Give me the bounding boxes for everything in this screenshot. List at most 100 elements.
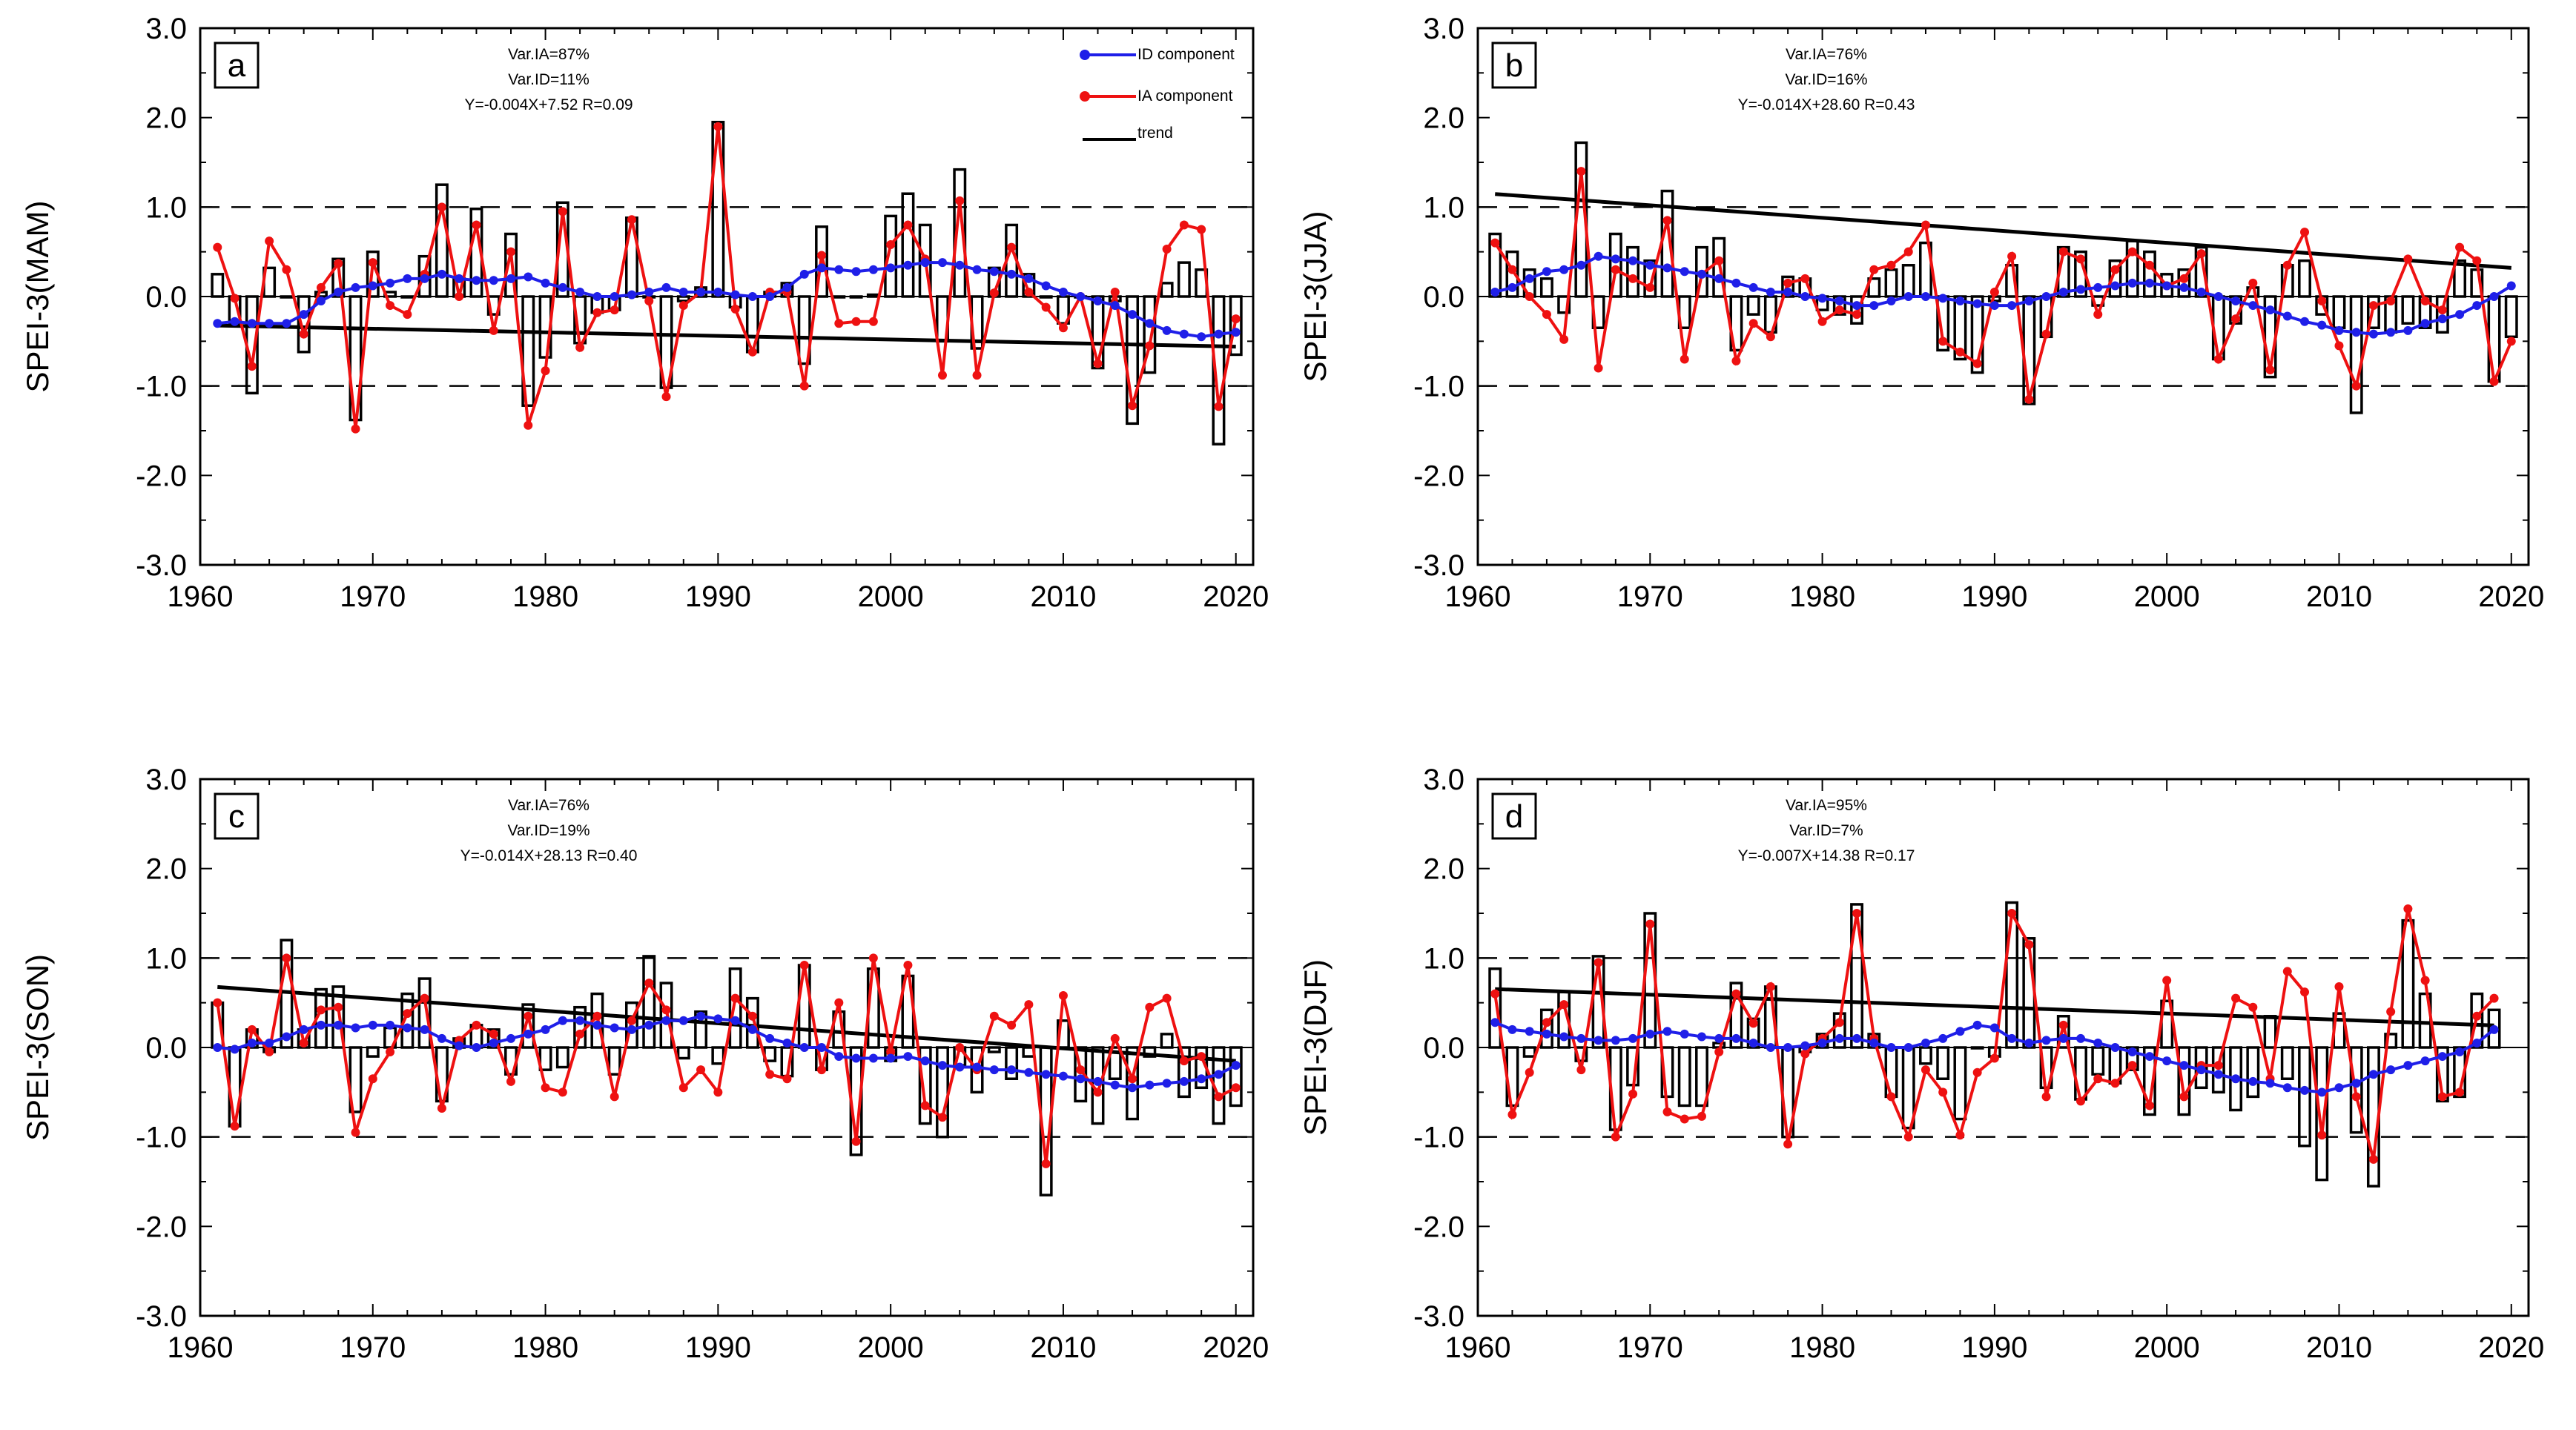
id-component-point: [1576, 260, 1586, 270]
id-component-point: [1731, 1033, 1741, 1043]
id-component-point: [1525, 1027, 1534, 1036]
id-component-point: [2300, 317, 2310, 326]
ia-component-point: [1938, 337, 1948, 346]
id-component-point: [2437, 314, 2447, 324]
spei-bar: [901, 192, 915, 298]
spei-bar: [211, 273, 225, 298]
id-component-point: [1542, 267, 1551, 277]
ia-component-point: [1834, 1018, 1844, 1027]
id-component-point: [1611, 254, 1620, 264]
y-tick-label: 0.0: [145, 1032, 187, 1065]
ia-component-point: [2300, 228, 2310, 237]
ia-component-point: [265, 1047, 274, 1057]
id-component-point: [1007, 269, 1017, 279]
y-tick-label: 0.0: [1423, 281, 1464, 314]
ia-component-point: [2472, 256, 2482, 265]
id-component-point: [1559, 265, 1569, 274]
id-component-point: [1231, 328, 1241, 337]
id-component-series: [213, 1011, 1241, 1093]
ia-component-point: [1490, 989, 1500, 999]
ia-component-point: [524, 1011, 533, 1021]
panel-letter-box: a: [214, 42, 260, 89]
id-component-point: [1972, 299, 1982, 308]
id-component-point: [644, 287, 654, 297]
ia-component-point: [817, 251, 827, 260]
id-component-point: [247, 1038, 257, 1047]
x-tick-label: 1990: [685, 1331, 751, 1364]
ia-component-point: [678, 301, 688, 311]
spei-bar: [2142, 250, 2156, 298]
id-component-point: [1645, 1029, 1655, 1039]
id-component-point: [765, 292, 775, 301]
id-component-point: [1231, 1061, 1241, 1070]
spei-bar: [2280, 1046, 2294, 1080]
ia-component-point: [1714, 256, 1724, 265]
id-component-point: [1783, 1043, 1793, 1052]
id-component-point: [1662, 263, 1672, 273]
panel-c: SPEI-3(SON) 3.0 2.0 1.0 0.0 -1.0 -2.0 -3…: [20, 764, 1269, 1364]
ia-component-point: [2386, 297, 2396, 306]
x-tick-label: 1980: [1789, 1331, 1855, 1364]
ia-component-point: [1645, 919, 1655, 929]
ia-component-point: [1921, 1065, 1930, 1075]
ia-component-point: [2196, 249, 2206, 259]
ia-component-point: [592, 1011, 602, 1021]
x-tick-label: 1970: [340, 580, 406, 613]
id-component-point: [2386, 328, 2396, 337]
ia-component-point: [1214, 402, 1223, 411]
y-tick-label: 3.0: [145, 13, 187, 45]
y-tick-label: 0.0: [145, 281, 187, 314]
ia-component-point: [2248, 1002, 2258, 1012]
ia-component-point: [2110, 1079, 2120, 1088]
id-component-point: [2093, 1038, 2103, 1047]
spei-bar: [2332, 295, 2346, 329]
id-component-point: [1766, 1043, 1775, 1052]
id-component-point: [351, 1023, 360, 1033]
id-component-point: [1680, 267, 1689, 277]
id-component-point: [2127, 278, 2137, 288]
spei-bar: [1522, 1046, 1536, 1058]
id-component-point: [2248, 1076, 2258, 1086]
ia-component-point: [2506, 337, 2516, 346]
ia-component-point: [472, 1020, 481, 1030]
ia-component-point: [1058, 323, 1068, 333]
id-component-point: [437, 1033, 446, 1043]
id-component-point: [420, 274, 429, 283]
id-component-point: [299, 1024, 308, 1034]
ia-component-point: [1179, 220, 1189, 230]
spei-bar: [711, 1046, 725, 1065]
id-component-point: [1921, 1038, 1930, 1047]
id-component-point: [2489, 1024, 2499, 1034]
id-component-point: [1817, 294, 1827, 303]
ia-component-point: [730, 993, 740, 1003]
id-component-point: [903, 1052, 913, 1062]
ia-component-point: [2420, 297, 2430, 306]
id-component-point: [972, 1062, 982, 1072]
ia-component-point: [247, 362, 257, 371]
y-tick-label: -1.0: [136, 1122, 187, 1154]
reference-lines: [200, 206, 1253, 387]
spei-bar: [2487, 295, 2501, 383]
id-component-point: [472, 1043, 481, 1052]
id-component-point: [2076, 285, 2086, 294]
ia-component-point: [2489, 993, 2499, 1003]
spei-bar: [1936, 1046, 1950, 1080]
ia-component-point: [1542, 1018, 1551, 1027]
y-axis-label: SPEI-3(DJF): [1298, 959, 1332, 1136]
ia-component-point: [558, 207, 567, 216]
spei-bar: [625, 216, 638, 298]
var-ia-text: Var.IA=95%: [1786, 797, 1867, 814]
ia-component-point: [2213, 1061, 2223, 1070]
x-tick-label: 2000: [2134, 1331, 2200, 1364]
ia-component-point: [817, 1065, 827, 1075]
id-component-point: [351, 282, 360, 292]
id-component-point: [334, 1020, 343, 1030]
x-tick-label: 2020: [1203, 1331, 1269, 1364]
id-component-point: [299, 310, 308, 320]
x-tick-label: 2000: [858, 1331, 924, 1364]
ia-component-point: [2213, 354, 2223, 364]
id-component-point: [282, 1032, 291, 1042]
id-component-point: [799, 269, 809, 279]
var-id-text: Var.ID=7%: [1789, 822, 1863, 839]
id-component-point: [2437, 1052, 2447, 1062]
